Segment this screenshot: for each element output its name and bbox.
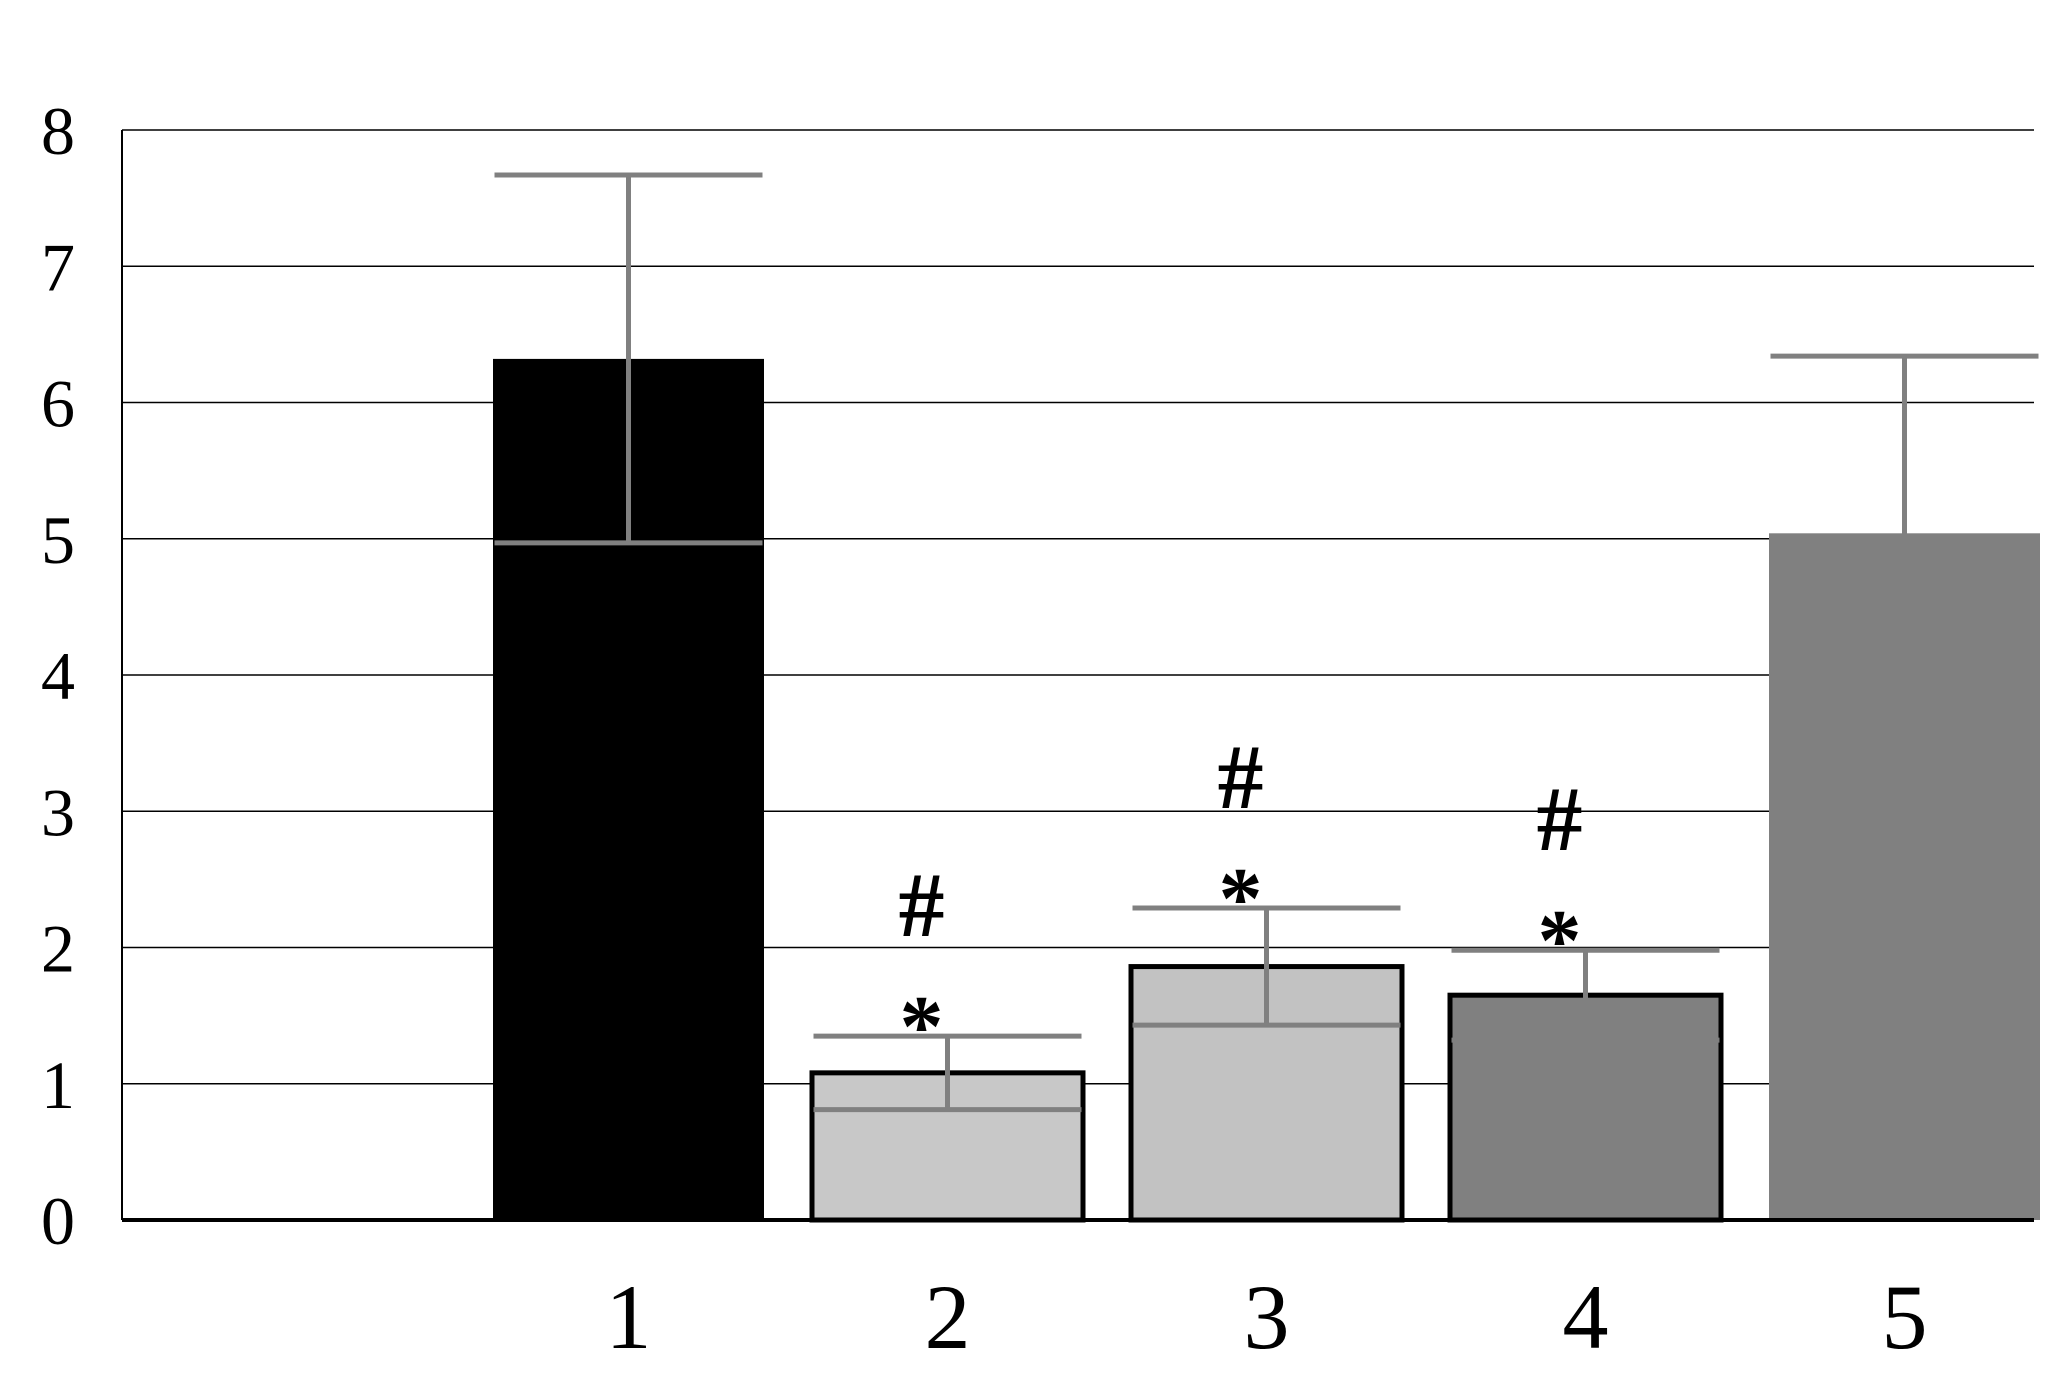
x-category-label: 1 <box>606 1266 652 1368</box>
annotation-star-3: * <box>1219 851 1263 948</box>
x-category-label: 5 <box>1882 1266 1928 1368</box>
y-tick-label: 1 <box>41 1047 75 1123</box>
annotation-hash-2: # <box>899 854 945 956</box>
x-category-label: 2 <box>925 1266 971 1368</box>
gridlines <box>122 129 2034 1085</box>
y-tick-label: 7 <box>41 229 75 305</box>
y-tick-label: 4 <box>41 638 75 714</box>
annotation-star-4: * <box>1538 893 1582 990</box>
significance-annotations: # * # * # * <box>899 726 1583 1076</box>
y-tick-labels: 0 1 2 3 4 5 6 7 8 <box>41 93 75 1259</box>
y-tick-label: 3 <box>41 774 75 850</box>
y-tick-label: 5 <box>41 502 75 578</box>
y-tick-label: 0 <box>41 1183 75 1259</box>
annotation-star-2: * <box>900 979 944 1076</box>
y-tick-label: 2 <box>41 911 75 987</box>
error-bars <box>494 172 2039 1113</box>
axes <box>121 130 2034 1222</box>
y-tick-label: 6 <box>41 366 75 442</box>
y-tick-label: 8 <box>41 93 75 169</box>
x-category-label: 4 <box>1563 1266 1609 1368</box>
bars <box>493 358 2040 1223</box>
annotation-hash-3: # <box>1218 726 1264 828</box>
x-category-labels: 1 2 3 4 5 <box>606 1266 1928 1368</box>
annotation-hash-4: # <box>1537 768 1583 870</box>
x-category-label: 3 <box>1244 1266 1290 1368</box>
